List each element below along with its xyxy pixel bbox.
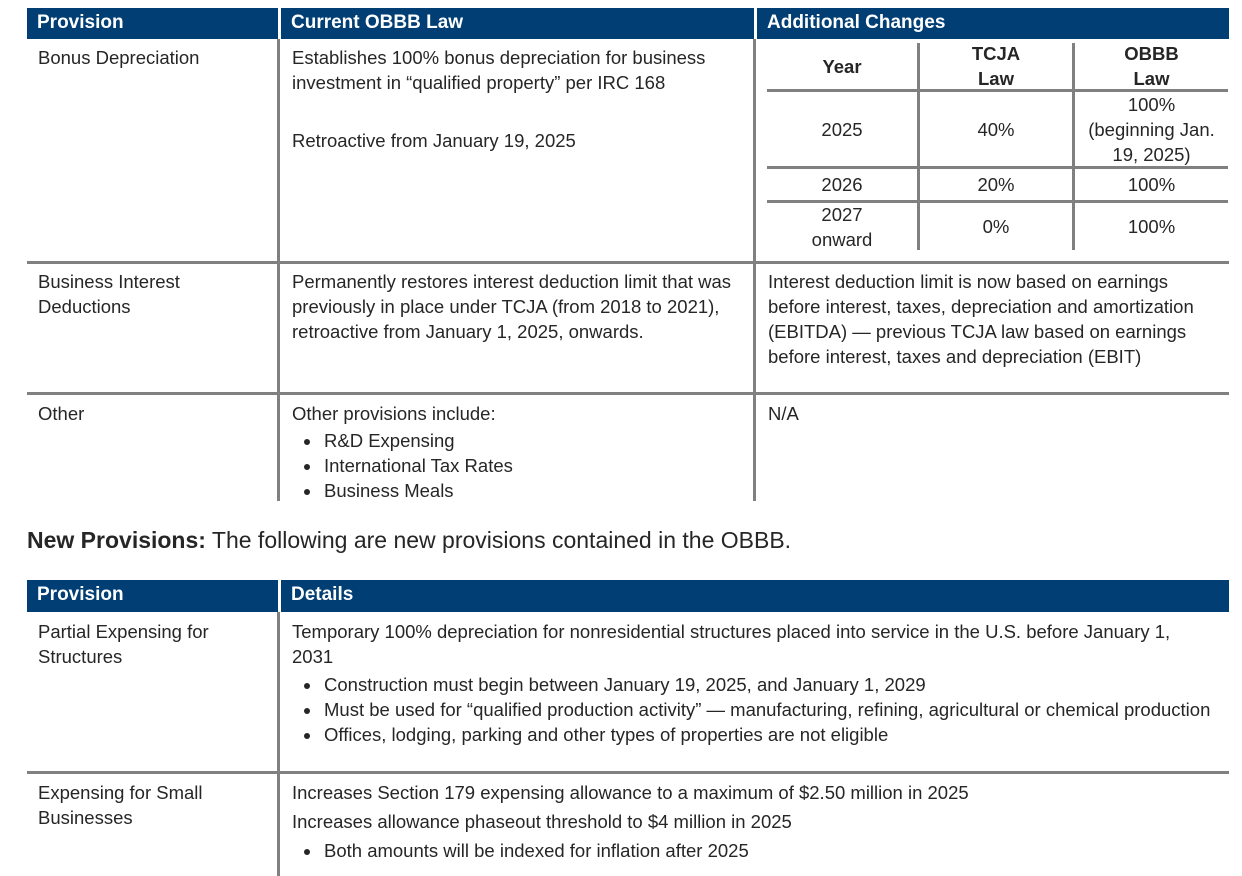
details-text: Increases Section 179 expensing allowanc…: [292, 782, 969, 803]
inner-header-obbb: OBBB Law: [1124, 43, 1179, 89]
provision-small-business: Expensing for Small Businesses: [38, 782, 203, 828]
provision-partial-expensing: Partial Expensing for Structures: [38, 621, 209, 667]
list-item: Construction must begin between January …: [322, 672, 1212, 697]
details-partial-expensing: Temporary 100% depreciation for nonresid…: [282, 615, 1222, 751]
inner-cell-tcja: 0%: [982, 216, 1010, 237]
inner-cell-obbb: 100%: [1127, 174, 1176, 195]
list-item: Offices, lodging, parking and other type…: [322, 722, 1212, 747]
provision-business-interest: Business Interest Deductions: [38, 271, 180, 317]
col-header-additional-changes: Additional Changes: [757, 8, 1229, 39]
inner-cell-obbb: 100%: [1127, 216, 1176, 237]
inner-header-tcja: TCJA Law: [971, 43, 1021, 89]
other-provisions-list: R&D Expensing International Tax Rates Bu…: [292, 428, 742, 503]
inner-header-year: Year: [822, 55, 862, 77]
details-small-business: Increases Section 179 expensing allowanc…: [282, 776, 1222, 867]
provision-other: Other: [38, 403, 85, 424]
provision-bonus-depreciation: Bonus Depreciation: [38, 47, 200, 68]
law-retroactive-text: Retroactive from January 19, 2025: [292, 130, 576, 151]
law-text: Establishes 100% bonus depreciation for …: [292, 47, 706, 93]
list-item: Both amounts will be indexed for inflati…: [322, 838, 1212, 863]
divider: [753, 39, 756, 501]
inner-cell-obbb: 100% (beginning Jan. 19, 2025): [1088, 93, 1215, 165]
divider: [277, 39, 280, 501]
law-bonus-depreciation: Establishes 100% bonus depreciation for …: [282, 41, 752, 157]
details-list: Both amounts will be indexed for inflati…: [292, 838, 1212, 863]
heading-text: The following are new provisions contain…: [205, 527, 792, 553]
law-text: Other provisions include:: [292, 403, 496, 424]
list-item: R&D Expensing: [322, 428, 742, 453]
col-header-provision: Provision: [27, 8, 278, 39]
list-item: Business Meals: [322, 478, 742, 503]
col-header-current-law: Current OBBB Law: [281, 8, 754, 39]
inner-cell-year: 2025: [821, 118, 863, 140]
col-header-details: Details: [281, 580, 1229, 612]
col-header-provision: Provision: [27, 580, 278, 612]
list-item: International Tax Rates: [322, 453, 742, 478]
divider: [27, 771, 1229, 774]
inner-cell-tcja: 20%: [977, 174, 1015, 195]
list-item: Must be used for “qualified production a…: [322, 697, 1212, 722]
law-other: Other provisions include: R&D Expensing …: [282, 397, 752, 507]
details-text: Temporary 100% depreciation for nonresid…: [292, 621, 1171, 667]
details-list: Construction must begin between January …: [292, 672, 1212, 747]
divider: [27, 261, 1229, 264]
details-text: Increases allowance phaseout threshold t…: [292, 811, 792, 832]
law-business-interest: Permanently restores interest deduction …: [292, 271, 732, 342]
changes-other: N/A: [768, 403, 799, 424]
inner-cell-year: 2027 onward: [811, 203, 873, 250]
changes-business-interest: Interest deduction limit is now based on…: [768, 271, 1194, 367]
divider: [277, 612, 280, 876]
heading-bold: New Provisions:: [27, 527, 206, 553]
inner-cell-year: 2026: [821, 174, 863, 195]
divider: [27, 392, 1229, 395]
inner-cell-tcja: 40%: [977, 118, 1015, 140]
section-heading: New Provisions: The following are new pr…: [27, 528, 791, 553]
